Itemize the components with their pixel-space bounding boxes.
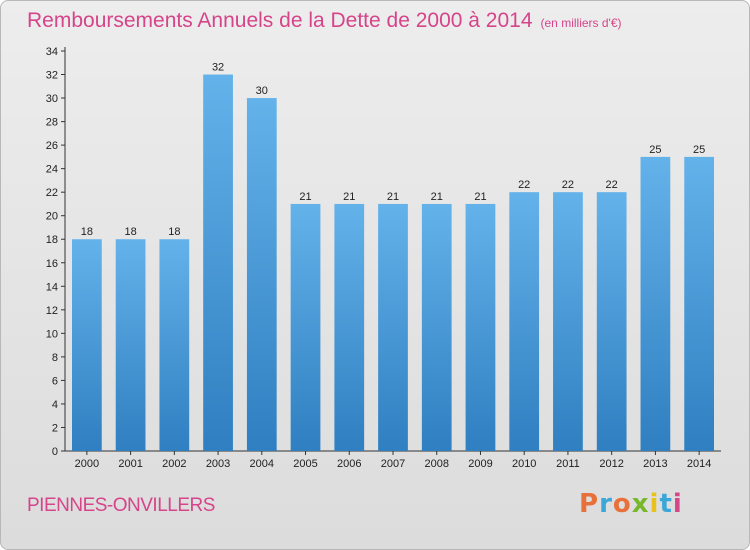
data-label-2006: 21: [343, 191, 355, 203]
y-tick-label: 10: [46, 328, 58, 340]
bar-2011[interactable]: [553, 192, 583, 452]
chart-title-text: Remboursements Annuels de la Dette de 20…: [27, 9, 533, 32]
logo-letter: o: [612, 489, 632, 519]
y-tick-label: 8: [52, 352, 58, 364]
bar-2004[interactable]: [246, 98, 277, 451]
x-tick-label: 2002: [162, 458, 186, 470]
chart-unit: (en milliers d'€): [540, 16, 622, 30]
y-tick-label: 22: [46, 187, 58, 199]
x-tick-label: 2005: [293, 458, 317, 470]
y-tick-label: 12: [46, 305, 58, 317]
bar-2014[interactable]: [684, 156, 715, 451]
bar-2007[interactable]: [378, 203, 408, 451]
y-tick-label: 2: [52, 422, 58, 434]
y-tick-label: 14: [46, 281, 58, 293]
y-tick-label: 32: [46, 70, 58, 82]
data-label-2009: 21: [474, 191, 486, 203]
commune-name: PIENNES-ONVILLERS: [27, 495, 215, 516]
logo-letter: t: [659, 489, 673, 519]
data-label-2008: 21: [431, 191, 443, 203]
bar-2013[interactable]: [640, 156, 671, 451]
logo-letter: P: [579, 489, 600, 519]
data-label-2002: 18: [168, 226, 180, 238]
logo-letter: x: [631, 489, 650, 519]
bar-2009[interactable]: [465, 203, 496, 451]
data-label-2001: 18: [124, 226, 136, 238]
y-tick-label: 18: [46, 234, 58, 246]
y-tick-label: 24: [46, 164, 58, 176]
bar-2000[interactable]: [71, 239, 102, 451]
bar-2006[interactable]: [334, 203, 365, 451]
x-tick-label: 2009: [468, 458, 492, 470]
data-label-2011: 22: [562, 179, 574, 191]
x-tick-label: 2012: [599, 458, 623, 470]
y-tick-label: 26: [46, 140, 58, 152]
data-label-2005: 21: [299, 191, 311, 203]
logo-letter: r: [599, 489, 613, 519]
bars: [71, 74, 715, 452]
bar-2003[interactable]: [203, 74, 233, 451]
bar-2008[interactable]: [421, 203, 452, 451]
logo-letter: i: [672, 489, 683, 519]
chart-title: Remboursements Annuels de la Dette de 20…: [27, 9, 622, 33]
data-label-2010: 22: [518, 179, 530, 191]
x-tick-label: 2011: [556, 458, 580, 470]
data-labels: 18 18 18 32 30 21 21 21 21 21 22 22 22 25 25: [81, 62, 706, 239]
bar-2005[interactable]: [290, 203, 321, 451]
x-tick-label: 2008: [424, 458, 448, 470]
y-tick-label: 30: [46, 93, 58, 105]
x-tick-label: 2010: [512, 458, 536, 470]
data-label-2012: 22: [606, 179, 618, 191]
bar-2002[interactable]: [159, 239, 190, 451]
data-label-2014: 25: [693, 144, 705, 156]
x-tick-label: 2006: [337, 458, 361, 470]
bar-2010[interactable]: [509, 192, 540, 452]
x-tick-label: 2003: [206, 458, 230, 470]
y-tick-label: 20: [46, 211, 58, 223]
data-label-2003: 32: [212, 62, 224, 74]
bar-2012[interactable]: [596, 192, 627, 452]
x-tick-label: 2004: [250, 458, 274, 470]
logo-letter: i: [649, 489, 660, 519]
y-tick-label: 16: [46, 258, 58, 270]
y-tick-label: 4: [52, 399, 58, 411]
x-tick-label: 2014: [687, 458, 711, 470]
data-label-2004: 30: [256, 85, 268, 97]
x-tick-label: 2013: [643, 458, 667, 470]
x-tick-label: 2000: [75, 458, 99, 470]
y-tick-label: 28: [46, 117, 58, 129]
x-tick-label: 2007: [381, 458, 405, 470]
data-label-2007: 21: [387, 191, 399, 203]
proxiti-logo[interactable]: Proxiti: [579, 489, 683, 519]
y-tick-label: 6: [52, 375, 58, 387]
data-label-2013: 25: [649, 144, 661, 156]
x-tick-label: 2001: [118, 458, 142, 470]
bar-2001[interactable]: [115, 239, 146, 451]
data-label-2000: 18: [81, 226, 93, 238]
y-tick-label: 0: [52, 446, 58, 458]
y-tick-label: 34: [46, 46, 58, 58]
